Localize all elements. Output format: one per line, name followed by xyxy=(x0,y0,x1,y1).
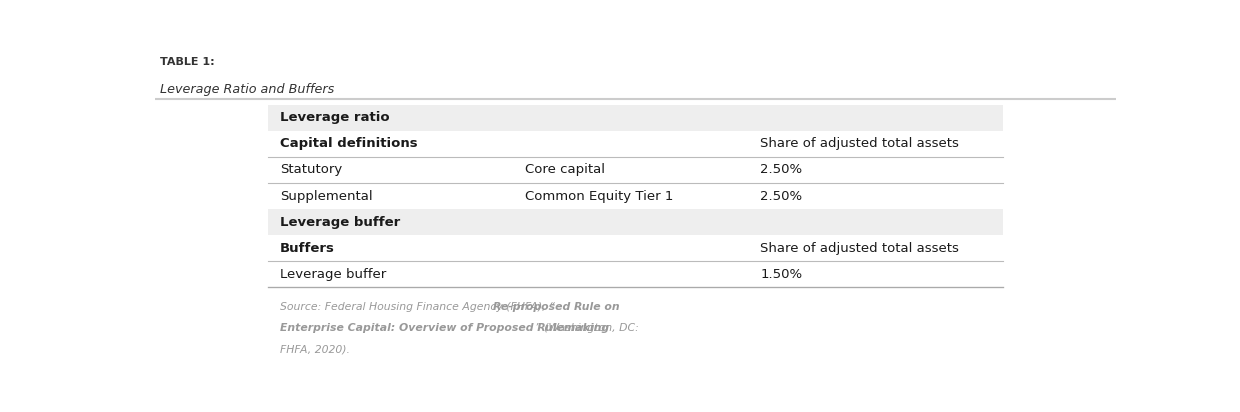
Text: Re-proposed Rule on: Re-proposed Rule on xyxy=(494,302,620,311)
FancyBboxPatch shape xyxy=(268,157,1003,183)
FancyBboxPatch shape xyxy=(268,105,1003,131)
Text: Capital definitions: Capital definitions xyxy=(280,138,418,150)
Text: Leverage Ratio and Buffers: Leverage Ratio and Buffers xyxy=(160,83,334,96)
Text: Leverage ratio: Leverage ratio xyxy=(280,112,389,124)
Text: Share of adjusted total assets: Share of adjusted total assets xyxy=(760,138,960,150)
Text: Enterprise Capital: Overview of Proposed Rulemaking: Enterprise Capital: Overview of Proposed… xyxy=(280,323,609,333)
Text: Source: Federal Housing Finance Agency (FHFA), “: Source: Federal Housing Finance Agency (… xyxy=(280,302,554,311)
Text: FHFA, 2020).: FHFA, 2020). xyxy=(280,345,350,355)
Text: 2.50%: 2.50% xyxy=(760,190,802,203)
FancyBboxPatch shape xyxy=(268,183,1003,209)
Text: Core capital: Core capital xyxy=(525,164,605,176)
Text: 1.50%: 1.50% xyxy=(760,267,802,281)
Text: TABLE 1:: TABLE 1: xyxy=(160,57,215,68)
FancyBboxPatch shape xyxy=(268,131,1003,157)
Text: Supplemental: Supplemental xyxy=(280,190,372,203)
Text: ” (Washington, DC:: ” (Washington, DC: xyxy=(534,323,639,333)
Text: Statutory: Statutory xyxy=(280,164,342,176)
Text: Leverage buffer: Leverage buffer xyxy=(280,267,386,281)
FancyBboxPatch shape xyxy=(268,261,1003,287)
Text: Leverage buffer: Leverage buffer xyxy=(280,215,401,229)
Text: 2.50%: 2.50% xyxy=(760,164,802,176)
FancyBboxPatch shape xyxy=(268,209,1003,235)
Text: Buffers: Buffers xyxy=(280,241,335,255)
Text: Share of adjusted total assets: Share of adjusted total assets xyxy=(760,241,960,255)
Text: Common Equity Tier 1: Common Equity Tier 1 xyxy=(525,190,673,203)
FancyBboxPatch shape xyxy=(268,235,1003,261)
